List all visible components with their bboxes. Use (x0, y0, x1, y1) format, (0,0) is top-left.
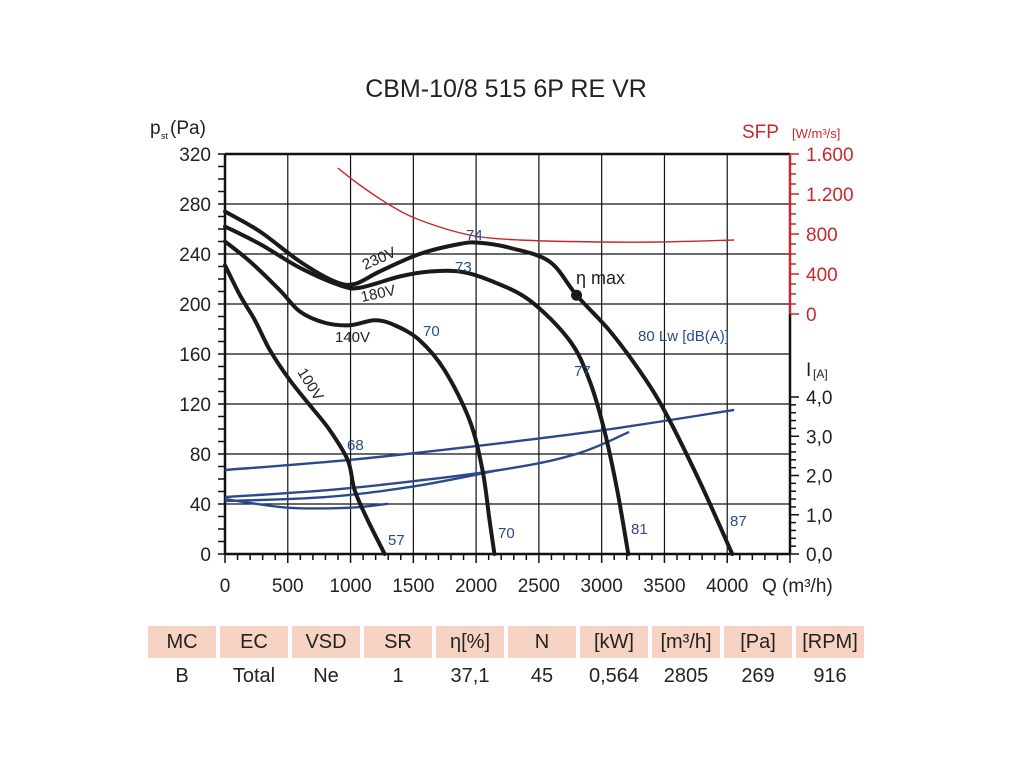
table-header-cell: VSD (292, 626, 360, 658)
y-tick-label: 240 (179, 245, 211, 266)
lw-label-81: 81 (631, 521, 648, 538)
table-value-cell: Ne (313, 664, 339, 687)
y-tick-label: 40 (190, 495, 211, 516)
lw-label-70b: 70 (498, 525, 515, 542)
eta-max-label: η max (576, 268, 625, 288)
label-100v: 100V (294, 365, 327, 404)
table-header-cell: [kW] (580, 626, 648, 658)
x-tick-label: 1000 (329, 576, 371, 597)
y2-tick-label: 1.600 (806, 145, 854, 166)
x-ticks: 0 500 1000 1500 2000 2500 3000 3500 4000 (220, 554, 791, 597)
current-curve-3 (224, 497, 389, 510)
lw-label-68: 68 (347, 437, 364, 454)
svg-text:[W/m³/s]: [W/m³/s] (792, 126, 840, 141)
x-tick-label: 1500 (392, 576, 434, 597)
table-value-cell: 1 (392, 664, 404, 687)
operating-point-table: MC EC VSD SR η[%] N [kW] [m³/h] [Pa] [RPM] B Total… (148, 626, 876, 694)
x-tick-label: 4000 (706, 576, 748, 597)
table-header-cell: EC (220, 626, 288, 658)
y3-tick-label: 1,0 (806, 506, 832, 527)
pressure-series (223, 209, 735, 556)
lw-label-80: 80 Lw [dB(A)] (638, 328, 729, 345)
table-value-cell: 2805 (663, 664, 709, 687)
svg-text:(Pa): (Pa) (170, 118, 206, 139)
y2-tick-label: 0 (806, 305, 817, 326)
svg-text:SFP: SFP (742, 122, 779, 143)
annotations: 230V 180V 140V 100V 74 73 70 68 77 80 Lw… (294, 227, 747, 549)
table-header-cell: η[%] (436, 626, 504, 658)
x-tick-label: 3500 (643, 576, 685, 597)
lw-label-74: 74 (466, 227, 483, 244)
pressure-curve-230v (223, 209, 735, 556)
y3-tick-label: 4,0 (806, 388, 832, 409)
y-tick-label: 120 (179, 395, 211, 416)
current-curve-1 (224, 430, 630, 499)
svg-text:[A]: [A] (813, 367, 828, 381)
y-tick-label: 160 (179, 345, 211, 366)
pressure-curve-100v (223, 263, 387, 556)
y-axis-label: p st (Pa) (150, 118, 206, 141)
y3-axis-label: I [A] (806, 360, 828, 381)
y3-tick-label: 2,0 (806, 467, 832, 488)
pressure-curve-180v (223, 224, 631, 556)
table-value-cell: 916 (813, 664, 847, 687)
label-230v: 230V (360, 244, 399, 274)
lw-label-73: 73 (455, 259, 472, 276)
x-tick-label: 500 (272, 576, 304, 597)
y2-tick-label: 400 (806, 265, 838, 286)
pressure-curve-140v (223, 239, 497, 556)
fan-performance-chart: CBM-10/8 515 6P RE VR p st (Pa) SFP [W/m… (150, 75, 854, 597)
x-axis-label: Q (m³/h) (762, 576, 833, 597)
table-header-cell: MC (148, 626, 216, 658)
label-140v: 140V (335, 329, 370, 346)
y2-tick-label: 1.200 (806, 185, 854, 206)
label-180v: 180V (359, 282, 397, 306)
y-tick-label: 280 (179, 195, 211, 216)
svg-text:I: I (806, 360, 811, 381)
x-tick-label: 2000 (455, 576, 497, 597)
y3-tick-label: 3,0 (806, 427, 832, 448)
table-value-cell: 0,564 (588, 664, 640, 687)
table-value-cell: B (175, 664, 189, 687)
y2-ticks: 0 400 800 1.200 1.600 (790, 145, 854, 326)
x-tick-label: 3000 (581, 576, 623, 597)
table-header-cell: SR (364, 626, 432, 658)
current-curve-2 (224, 468, 500, 503)
x-tick-label: 2500 (518, 576, 560, 597)
y-tick-label: 320 (179, 145, 211, 166)
table-value-row: B Total Ne 1 37,1 45 0,564 2805 269 916 (148, 658, 876, 694)
y2-tick-label: 800 (806, 225, 838, 246)
y2-axis-label: SFP [W/m³/s] (742, 122, 840, 143)
table-header-cell: N (508, 626, 576, 658)
eta-max-point (571, 289, 583, 301)
table-header-cell: [RPM] (796, 626, 864, 658)
y3-ticks: 0,0 1,0 2,0 3,0 4,0 (790, 388, 832, 566)
table-value-cell: 37,1 (450, 664, 490, 687)
lw-label-77: 77 (574, 363, 591, 380)
x-tick-label: 0 (220, 576, 231, 597)
svg-text:p: p (150, 118, 161, 139)
sfp-curve (337, 167, 735, 243)
table-header-cell: [m³/h] (652, 626, 720, 658)
svg-text:st: st (161, 131, 169, 141)
table-value-cell: Total (232, 664, 276, 687)
table-value-cell: 45 (530, 664, 554, 687)
sfp-series (337, 167, 735, 243)
table-header-cell: [Pa] (724, 626, 792, 658)
y-tick-label: 0 (200, 545, 211, 566)
chart-title: CBM-10/8 515 6P RE VR (365, 75, 647, 103)
table-header-row: MC EC VSD SR η[%] N [kW] [m³/h] [Pa] [RPM] (148, 626, 876, 658)
y-tick-label: 200 (179, 295, 211, 316)
table-value-cell: 269 (741, 664, 775, 687)
y3-tick-label: 0,0 (806, 545, 832, 566)
y-tick-label: 80 (190, 445, 211, 466)
lw-label-70a: 70 (423, 323, 440, 340)
y-ticks: 0 40 80 120 160 200 240 280 320 (179, 145, 225, 566)
lw-label-57: 57 (388, 532, 405, 549)
lw-label-87: 87 (730, 513, 747, 530)
